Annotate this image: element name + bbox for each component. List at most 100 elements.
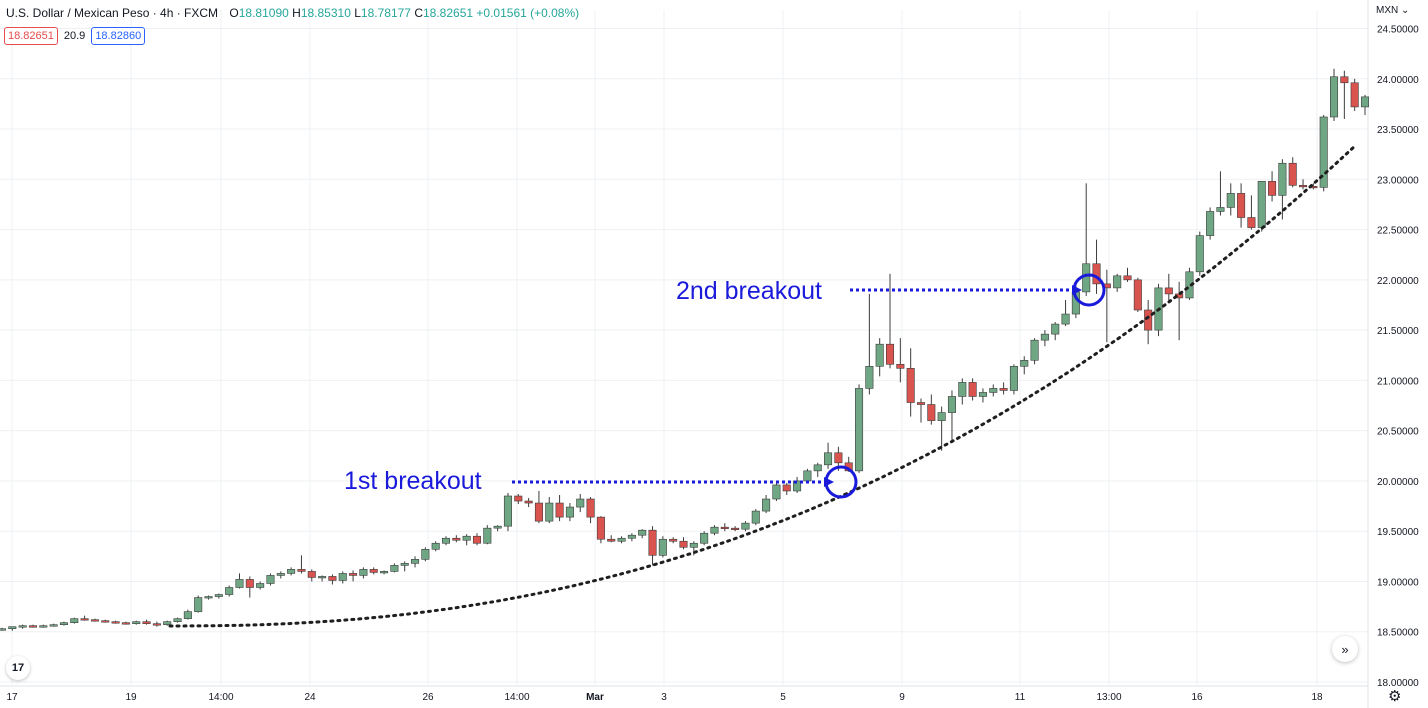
candle-body xyxy=(700,532,709,544)
currency-selector[interactable]: MXN ⌄ xyxy=(1376,5,1409,16)
candle-body xyxy=(349,573,358,576)
price-tick-label: 24.50000 xyxy=(1377,25,1419,36)
candle-body xyxy=(689,542,698,548)
candle-body xyxy=(49,624,58,627)
price-tick-label: 22.50000 xyxy=(1377,226,1419,237)
candle-body xyxy=(999,388,1008,391)
price-tick-label: 22.00000 xyxy=(1377,276,1419,287)
candle-body xyxy=(772,484,781,500)
buy-price-badge[interactable]: 18.82860 xyxy=(91,27,146,45)
candle-body xyxy=(287,569,296,574)
time-tick-label: 26 xyxy=(422,692,434,703)
candle-body xyxy=(369,569,378,573)
time-tick-label: Mar xyxy=(586,692,604,703)
candle-body xyxy=(318,576,327,579)
candle-body xyxy=(359,569,368,576)
candle-body xyxy=(276,573,285,576)
candle-body xyxy=(452,537,461,541)
time-tick-label: 14:00 xyxy=(504,692,529,703)
candle-body xyxy=(1082,263,1091,293)
time-tick-label: 18 xyxy=(1311,692,1323,703)
candle-body xyxy=(627,534,636,539)
price-tick-label: 24.00000 xyxy=(1377,75,1419,86)
candle-body xyxy=(121,622,130,625)
candle-body xyxy=(1206,211,1215,236)
symbol-legend: U.S. Dollar / Mexican Peso · 4h · FXCM O… xyxy=(6,6,579,20)
candle-body xyxy=(989,388,998,393)
candle-body xyxy=(751,510,760,524)
candle-body xyxy=(1144,309,1153,331)
candle-body xyxy=(824,452,833,466)
candle-body xyxy=(968,382,977,397)
candle-body xyxy=(741,522,750,530)
high-label: H xyxy=(292,6,301,20)
time-tick-label: 14:00 xyxy=(208,692,233,703)
candle-body xyxy=(1030,339,1039,361)
time-tick-label: 3 xyxy=(661,692,667,703)
candle-body xyxy=(338,573,347,581)
candle-body xyxy=(1216,207,1225,212)
candle-body xyxy=(1020,359,1029,367)
gear-icon[interactable]: ⚙ xyxy=(1388,688,1402,705)
price-tick-label: 18.00000 xyxy=(1377,678,1419,689)
candle-body xyxy=(245,579,254,588)
candle-body xyxy=(793,480,802,492)
close-label: C xyxy=(414,6,423,20)
candle-body xyxy=(225,587,234,595)
logo-text: 17 xyxy=(11,662,25,674)
candle-body xyxy=(214,594,223,597)
candle-body xyxy=(782,484,791,492)
candle-body xyxy=(59,622,68,625)
candle-body xyxy=(18,625,27,628)
candle-body xyxy=(472,535,482,544)
open-value: 18.81090 xyxy=(238,6,289,20)
candle-body xyxy=(431,542,440,550)
low-value: 18.78177 xyxy=(360,6,411,20)
candle-body xyxy=(400,563,409,566)
candle-body xyxy=(266,575,275,584)
price-tick-label: 18.50000 xyxy=(1377,628,1419,639)
candle-body xyxy=(762,498,771,512)
candle-body xyxy=(80,618,89,621)
candle-body xyxy=(142,621,151,624)
tradingview-logo-icon[interactable]: 17 xyxy=(6,656,30,680)
candle-body xyxy=(658,538,667,556)
candle-body xyxy=(441,537,451,544)
candle-body xyxy=(1113,275,1122,289)
candle-body xyxy=(1268,181,1277,196)
candle-body xyxy=(534,502,543,522)
candle-body xyxy=(503,495,512,527)
candle-body xyxy=(947,396,956,413)
price-tick-label: 19.50000 xyxy=(1377,527,1419,538)
candle-body xyxy=(421,548,430,560)
scroll-to-realtime-button[interactable]: » xyxy=(1332,636,1358,662)
candle-body xyxy=(90,619,99,622)
candle-body xyxy=(638,529,647,536)
breakout-label: 1st breakout xyxy=(344,467,482,495)
time-tick-label: 11 xyxy=(1015,692,1026,703)
quote-badges: 18.82651 20.9 18.82860 xyxy=(4,27,146,45)
candle-body xyxy=(307,571,316,578)
breakout-label: 2nd breakout xyxy=(676,277,822,305)
sell-price-badge[interactable]: 18.82651 xyxy=(4,27,58,45)
candle-body xyxy=(855,388,864,472)
candle-body xyxy=(875,343,884,367)
symbol-title[interactable]: U.S. Dollar / Mexican Peso · 4h · FXCM xyxy=(6,6,219,20)
candle-body xyxy=(462,535,471,541)
candle-body xyxy=(813,464,822,472)
close-value: 18.82651 xyxy=(423,6,474,20)
candle-body xyxy=(679,540,688,548)
candle-body xyxy=(865,366,874,389)
candle-body xyxy=(28,625,37,628)
candle-body xyxy=(1350,82,1359,108)
candle-body xyxy=(896,363,905,369)
candle-body xyxy=(586,498,595,518)
candle-body xyxy=(483,527,492,544)
candle-body xyxy=(235,579,244,588)
candle-body xyxy=(1257,181,1266,228)
candle-body xyxy=(152,623,161,626)
candle-body xyxy=(1247,217,1256,228)
candle-body xyxy=(1278,162,1287,196)
trend-curve xyxy=(168,144,1357,628)
